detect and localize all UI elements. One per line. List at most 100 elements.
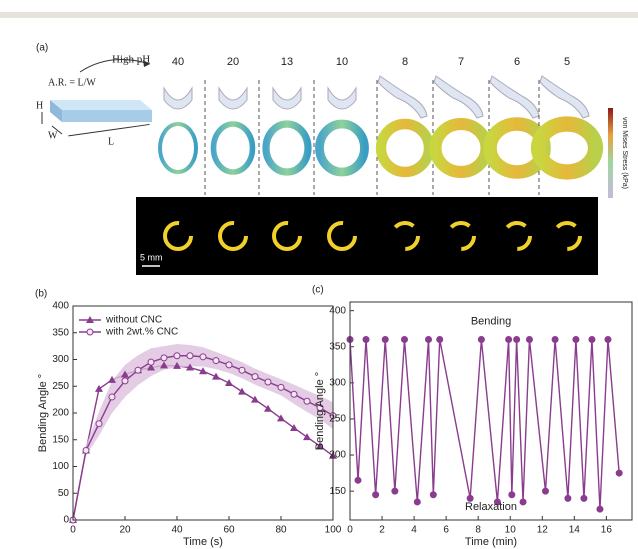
stress-ring (158, 122, 198, 174)
photo-ring (446, 221, 476, 251)
marker (121, 377, 129, 385)
marker (541, 487, 549, 495)
marker (238, 387, 246, 395)
legend-label: with 2wt.% CNC (105, 327, 178, 338)
marker (372, 491, 380, 499)
dim-line (51, 125, 63, 135)
marker (173, 352, 181, 360)
dim-h: H (36, 100, 43, 111)
sim-shape (377, 75, 428, 119)
y-tick-label: 300 (329, 377, 346, 388)
y-tick-label: 100 (52, 461, 69, 472)
sim-shape (489, 75, 540, 119)
marker (316, 404, 324, 412)
marker (186, 363, 194, 371)
arrow-label: High pH (112, 54, 150, 66)
panel-label: (c) (312, 285, 324, 296)
marker (108, 375, 116, 383)
sim-shape (433, 75, 484, 119)
dim-l: L (108, 136, 114, 147)
y-tick-label: 350 (329, 341, 346, 352)
marker (425, 336, 433, 344)
y-tick-label: 250 (329, 414, 346, 425)
stress-ring (429, 118, 493, 178)
y-tick-label: 300 (52, 354, 69, 365)
marker (251, 395, 259, 403)
marker (225, 361, 233, 369)
sim-shape (272, 86, 302, 110)
x-tick-label: 12 (537, 525, 549, 536)
panel-label: (a) (36, 43, 48, 54)
marker (186, 352, 194, 360)
marker (564, 494, 572, 502)
block-side (50, 100, 62, 122)
x-tick-label: 80 (275, 525, 287, 536)
marker (82, 446, 90, 454)
photo-ring (272, 221, 302, 251)
x-axis-label: Time (s) (183, 536, 223, 548)
dim-line (68, 123, 150, 137)
x-tick-label: 14 (569, 525, 581, 536)
sim-shape (539, 75, 590, 119)
marker (251, 373, 259, 381)
aspect-ratio: 10 (336, 56, 348, 68)
marker (264, 404, 272, 412)
stress-ring (210, 121, 256, 175)
photo-ring (327, 221, 357, 251)
y-tick-label: 250 (52, 381, 69, 392)
legend-marker (86, 316, 94, 323)
x-tick-label: 6 (443, 525, 449, 536)
marker (513, 336, 521, 344)
stress-ring (315, 119, 369, 177)
y-tick-label: 150 (329, 486, 346, 497)
y-tick-label: 150 (52, 434, 69, 445)
aspect-ratio: 20 (227, 56, 239, 68)
legend-label: without CNC (105, 315, 162, 326)
marker (134, 366, 142, 374)
marker (588, 336, 596, 344)
marker (95, 384, 103, 392)
x-tick-label: 0 (70, 525, 76, 536)
dim-w: W (48, 130, 58, 141)
arrow (79, 59, 151, 73)
photo-ring (552, 221, 582, 251)
block-front (62, 110, 152, 122)
marker (303, 433, 311, 441)
marker (290, 390, 298, 398)
header-band (0, 12, 638, 18)
sim-shape (163, 86, 193, 110)
y-tick-label: 350 (52, 327, 69, 338)
marker (413, 498, 421, 506)
marker (400, 336, 408, 344)
arrow-head (143, 60, 150, 67)
marker (580, 494, 588, 502)
x-tick-label: 0 (347, 525, 353, 536)
y-tick-label: 200 (329, 450, 346, 461)
marker (525, 336, 533, 344)
marker (199, 367, 207, 375)
axes-frame (72, 305, 334, 521)
sim-shape (218, 86, 248, 110)
marker (290, 423, 298, 431)
marker (277, 383, 285, 391)
x-tick-label: 100 (325, 525, 342, 536)
aspect-ratio: 5 (564, 56, 570, 68)
stress-ring (262, 120, 312, 176)
marker (596, 505, 604, 513)
block-top (50, 100, 152, 110)
marker (147, 358, 155, 366)
marker (108, 393, 116, 401)
ratio: A.R. = L/W (48, 77, 96, 88)
colorbar (608, 108, 613, 198)
x-tick-label: 8 (475, 525, 481, 536)
y-tick-label: 400 (329, 305, 346, 316)
photo-ring (502, 221, 532, 251)
photo-ring (390, 221, 420, 251)
x-tick-label: 10 (505, 525, 517, 536)
marker (551, 336, 559, 344)
marker (508, 491, 516, 499)
marker (354, 476, 362, 484)
aspect-ratio: 13 (281, 56, 293, 68)
y-tick-label: 0 (63, 515, 69, 526)
